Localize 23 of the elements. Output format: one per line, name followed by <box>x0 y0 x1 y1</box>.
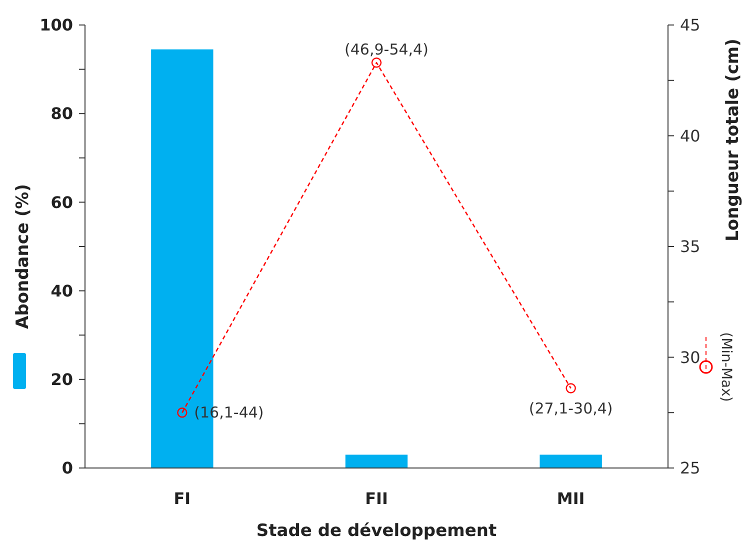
y2-tick-label: 30 <box>680 348 700 367</box>
x-tick-label: FII <box>365 489 388 508</box>
y2-tick-label: 40 <box>680 126 700 146</box>
x-tick-label: MII <box>556 489 585 508</box>
point <box>566 383 576 394</box>
y2-axis-title: Longueur totale (cm) <box>723 38 743 242</box>
x-axis-title: Stade de développement <box>256 521 497 541</box>
y-tick-label: 80 <box>50 104 73 124</box>
point <box>177 408 188 418</box>
y2-tick-label: 45 <box>680 16 700 35</box>
y-tick-label: 0 <box>62 458 73 478</box>
y-tick-label: 100 <box>40 16 73 35</box>
y2-tick-label: 25 <box>680 458 700 478</box>
x-tick-label: FI <box>174 489 191 508</box>
y-tick-label: 40 <box>50 281 73 300</box>
y-tick-label: 60 <box>50 192 73 212</box>
y-tick-label: 20 <box>50 370 73 389</box>
y-axis-title: Abondance (%) <box>13 184 33 329</box>
point <box>371 58 382 68</box>
data-label: (46,9-54,4) <box>344 40 428 59</box>
legend-label: (Min-Max) <box>718 332 734 402</box>
data-label: (27,1-30,4) <box>528 399 613 418</box>
y2-tick-label: 35 <box>680 237 700 256</box>
